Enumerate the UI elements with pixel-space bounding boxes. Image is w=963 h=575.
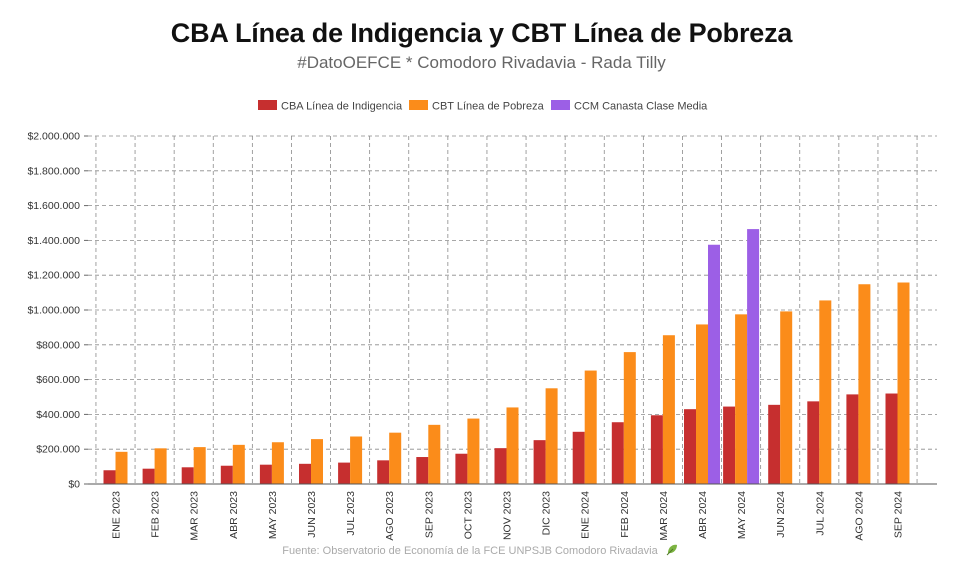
y-tick-label: $0 xyxy=(68,479,80,491)
bar xyxy=(696,324,708,484)
bar xyxy=(545,388,558,484)
chart-title: CBA Línea de Indigencia y CBT Línea de P… xyxy=(170,18,793,48)
x-tick-label: ABR 2023 xyxy=(228,491,240,539)
bar xyxy=(533,440,546,484)
bar xyxy=(807,401,820,484)
bar xyxy=(271,442,284,484)
bar xyxy=(708,244,720,484)
bar xyxy=(768,404,781,484)
bar xyxy=(735,314,748,484)
bars xyxy=(103,229,910,484)
y-tick-label: $600.000 xyxy=(36,374,80,386)
x-tick-label: AGO 2024 xyxy=(853,491,865,541)
bar xyxy=(723,406,736,484)
bar xyxy=(611,422,624,484)
y-tick-label: $400.000 xyxy=(36,409,80,421)
bar xyxy=(467,418,480,484)
legend-swatch xyxy=(409,100,428,110)
bar xyxy=(819,300,832,484)
leaf-icon xyxy=(666,544,677,556)
bar xyxy=(506,407,519,484)
bar xyxy=(428,424,441,484)
bar xyxy=(897,282,910,484)
legend-swatch xyxy=(258,100,277,110)
bar xyxy=(494,448,507,484)
legend-label: CBT Línea de Pobreza xyxy=(432,101,545,113)
x-tick-label: ABR 2024 xyxy=(697,491,709,539)
y-tick-label: $1.800.000 xyxy=(27,165,80,177)
y-axis: $0 $200.000 $400.000 $600.000 $800.000 $1.000… xyxy=(27,131,88,491)
x-tick-label: ENE 2024 xyxy=(580,491,592,539)
bar xyxy=(193,447,206,484)
x-tick-label: MAR 2024 xyxy=(658,491,670,541)
bar xyxy=(220,465,233,484)
bar xyxy=(181,467,194,484)
bar xyxy=(338,462,351,484)
bar xyxy=(885,393,898,484)
y-tick-label: $1.200.000 xyxy=(27,270,80,282)
bar xyxy=(662,335,675,484)
y-tick-label: $1.600.000 xyxy=(27,200,80,212)
x-tick-label: MAR 2023 xyxy=(189,491,201,541)
legend: CBA Línea de Indigencia CBT Línea de Pobr… xyxy=(258,100,708,113)
bar xyxy=(154,448,167,484)
x-tick-label: NOV 2023 xyxy=(502,491,514,540)
bar xyxy=(115,451,128,484)
bar xyxy=(846,394,859,484)
chart-subtitle: #DatoOEFCE * Comodoro Rivadavia - Rada T… xyxy=(297,53,666,72)
x-tick-label: MAY 2023 xyxy=(267,491,279,539)
x-tick-label: JUN 2023 xyxy=(306,491,318,538)
legend-label: CBA Línea de Indigencia xyxy=(281,101,403,113)
bar xyxy=(377,460,390,484)
y-tick-label: $1.000.000 xyxy=(27,305,80,317)
bar xyxy=(103,470,116,484)
bar xyxy=(747,229,760,484)
bar xyxy=(684,409,696,484)
y-tick-label: $1.400.000 xyxy=(27,235,80,247)
bar xyxy=(311,439,323,484)
x-tick-label: SEP 2024 xyxy=(893,491,905,538)
x-tick-label: ENE 2023 xyxy=(111,491,123,539)
x-tick-label: AGO 2023 xyxy=(384,491,396,541)
bar xyxy=(584,370,597,484)
bar xyxy=(572,431,585,484)
x-tick-label: JUN 2024 xyxy=(775,491,787,538)
x-tick-label: MAY 2024 xyxy=(736,491,748,539)
y-tick-label: $200.000 xyxy=(36,444,80,456)
bar xyxy=(259,464,272,484)
bar xyxy=(780,311,793,484)
x-tick-label: JUL 2024 xyxy=(814,491,826,536)
bar xyxy=(416,457,429,484)
x-tick-label: FEB 2023 xyxy=(150,491,162,538)
bar xyxy=(858,284,871,484)
y-tick-label: $800.000 xyxy=(36,339,80,351)
x-axis: ENE 2023 FEB 2023 MAR 2023 ABR 2023 MAY 2023… xyxy=(88,483,937,541)
x-tick-label: FEB 2024 xyxy=(619,491,631,538)
bar xyxy=(623,352,636,484)
bar xyxy=(350,436,363,484)
y-tick-label: $2.000.000 xyxy=(27,131,80,143)
bar xyxy=(142,468,155,484)
legend-swatch xyxy=(551,100,570,110)
bar xyxy=(299,463,311,484)
x-tick-label: SEP 2023 xyxy=(423,491,435,538)
bar xyxy=(389,432,402,484)
x-tick-label: JUL 2023 xyxy=(345,491,357,536)
bar xyxy=(455,453,468,484)
legend-label: CCM Canasta Clase Media xyxy=(574,101,708,113)
x-tick-label: OCT 2023 xyxy=(462,491,474,539)
bar xyxy=(650,415,663,484)
bar xyxy=(232,444,245,484)
x-tick-label: DIC 2023 xyxy=(541,491,553,536)
source-note: Fuente: Observatorio de Economía de la F… xyxy=(282,545,658,557)
